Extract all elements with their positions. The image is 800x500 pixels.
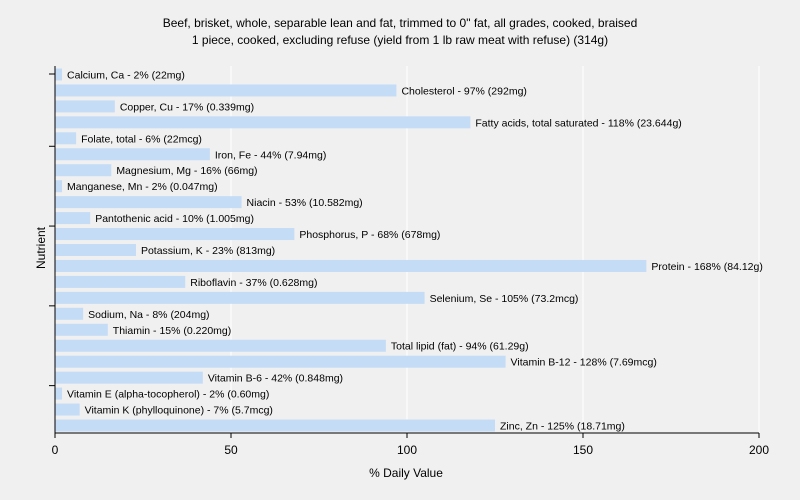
bar-label-3: Fatty acids, total saturated - 118% (23.…	[475, 117, 681, 129]
bar-14	[55, 291, 425, 304]
bar-4	[55, 132, 77, 145]
bar-0	[55, 68, 63, 81]
bar-label-18: Vitamin B-12 - 128% (7.69mcg)	[511, 357, 657, 369]
bar-9	[55, 212, 91, 225]
chart-title-line-1: Beef, brisket, whole, separable lean and…	[163, 16, 638, 30]
bar-16	[55, 323, 108, 336]
bars-group: Calcium, Ca - 2% (22mg) Cholesterol - 97%…	[55, 68, 763, 433]
bar-label-19: Vitamin B-6 - 42% (0.848mg)	[208, 373, 343, 385]
bar-5	[55, 148, 210, 161]
bar-label-21: Vitamin K (phylloquinone) - 7% (5.7mcg)	[85, 405, 273, 417]
bar-17	[55, 339, 386, 352]
bar-18	[55, 355, 506, 368]
bar-label-9: Pantothenic acid - 10% (1.005mg)	[95, 213, 254, 225]
bar-label-11: Potassium, K - 23% (813mg)	[141, 245, 275, 257]
chart-title-line-2: 1 piece, cooked, excluding refuse (yield…	[192, 33, 608, 47]
bar-20	[55, 387, 63, 400]
x-tick-label-2: 100	[397, 443, 417, 457]
y-axis-label: Nutrient	[34, 226, 48, 269]
bar-label-10: Phosphorus, P - 68% (678mg)	[299, 229, 440, 241]
bar-label-6: Magnesium, Mg - 16% (66mg)	[116, 165, 257, 177]
bar-label-2: Copper, Cu - 17% (0.339mg)	[120, 101, 254, 113]
bar-label-12: Protein - 168% (84.12g)	[651, 261, 762, 273]
bar-6	[55, 164, 112, 177]
bar-label-4: Folate, total - 6% (22mcg)	[81, 133, 202, 145]
bar-label-0: Calcium, Ca - 2% (22mg)	[67, 69, 185, 81]
bar-label-20: Vitamin E (alpha-tocopherol) - 2% (0.60m…	[67, 389, 269, 401]
bar-label-17: Total lipid (fat) - 94% (61.29g)	[391, 341, 529, 353]
bar-3	[55, 116, 471, 129]
bar-label-7: Manganese, Mn - 2% (0.047mg)	[67, 181, 218, 193]
x-tick-label-4: 200	[749, 443, 769, 457]
bar-8	[55, 196, 242, 209]
x-tick-label-1: 50	[224, 443, 238, 457]
bar-10	[55, 228, 295, 241]
bar-11	[55, 244, 136, 256]
bar-12	[55, 259, 647, 272]
bar-label-1: Cholesterol - 97% (292mg)	[401, 85, 526, 97]
axes-group: 0 50 100 150 200	[49, 66, 769, 457]
bar-22	[55, 419, 495, 432]
bar-label-5: Iron, Fe - 44% (7.94mg)	[215, 149, 326, 161]
bar-2	[55, 100, 115, 113]
bar-label-22: Zinc, Zn - 125% (18.71mg)	[500, 421, 625, 433]
bar-15	[55, 307, 84, 320]
x-tick-label-3: 150	[573, 443, 593, 457]
bar-label-8: Niacin - 53% (10.582mg)	[247, 197, 363, 209]
bar-label-15: Sodium, Na - 8% (204mg)	[88, 309, 209, 321]
bar-21	[55, 403, 80, 416]
bar-1	[55, 84, 397, 97]
x-tick-label-0: 0	[52, 443, 59, 457]
bar-7	[55, 180, 63, 193]
bar-label-16: Thiamin - 15% (0.220mg)	[113, 325, 231, 337]
x-axis-label: % Daily Value	[369, 466, 443, 480]
bar-label-14: Selenium, Se - 105% (73.2mcg)	[430, 293, 579, 305]
bar-label-13: Riboflavin - 37% (0.628mg)	[190, 277, 317, 289]
bar-13	[55, 275, 186, 288]
bar-19	[55, 371, 203, 384]
